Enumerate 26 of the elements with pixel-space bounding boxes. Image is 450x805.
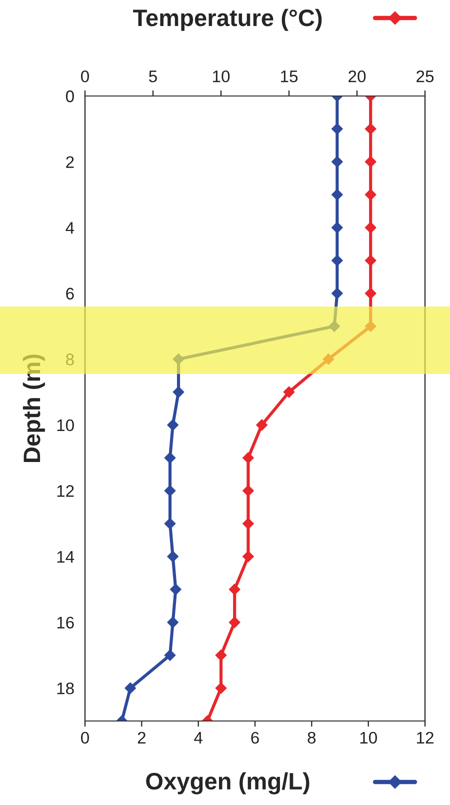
x2-tick-label: 25 [416, 70, 434, 82]
y-tick-label: 12 [57, 485, 74, 497]
y-tick-label: 10 [57, 419, 74, 432]
x-tick-label: 0 [81, 732, 89, 744]
x2-tick-label: 20 [348, 70, 366, 82]
x-tick-label: 12 [417, 732, 434, 744]
x2-tick-label: 0 [81, 70, 89, 82]
x-axis-title: Oxygen (mg/L) [146, 772, 310, 794]
x-tick-label: 8 [308, 732, 316, 744]
y-tick-label: 14 [57, 551, 74, 563]
y-tick-label: 18 [57, 682, 74, 694]
x-tick-label: 6 [251, 732, 259, 744]
x-tick-label: 2 [138, 732, 146, 744]
x-tick-label: 10 [360, 732, 377, 744]
y-tick-label: 8 [66, 354, 74, 366]
x-tick-label: 4 [194, 732, 202, 744]
y-tick-label: 6 [66, 288, 74, 300]
x2-axis-title: Temperature (°C) [133, 8, 322, 31]
x2-tick-label: 15 [281, 70, 298, 82]
y-tick-label: 0 [66, 90, 74, 102]
y-tick-label: 16 [57, 616, 74, 629]
y-axis-title: Depth (m) [22, 354, 45, 462]
y-tick-label: 2 [66, 156, 74, 168]
y-tick-label: 4 [66, 222, 74, 234]
x2-tick-label: 10 [213, 70, 230, 82]
x2-tick-label: 5 [149, 70, 157, 82]
